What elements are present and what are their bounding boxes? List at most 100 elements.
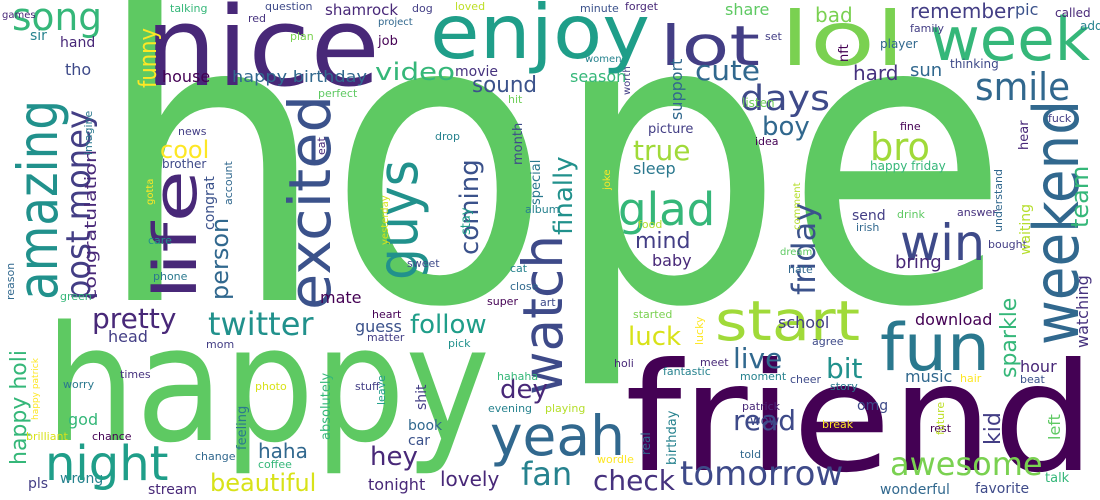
word: tonight [368, 475, 425, 494]
word: beautiful [210, 469, 316, 497]
word: photo [255, 380, 287, 393]
word: family [910, 22, 944, 35]
word: account [222, 160, 235, 205]
word: holi [614, 357, 634, 370]
word: hand [60, 35, 95, 51]
word: close [510, 280, 539, 293]
word: fantastic [663, 365, 711, 378]
word: album [525, 203, 559, 216]
word: baby [652, 251, 692, 270]
word: fun [880, 311, 990, 386]
word: wonderful [880, 482, 950, 498]
word: week [930, 5, 1090, 75]
word: happy birthday [232, 67, 367, 86]
word: gotta [145, 179, 156, 205]
word: leave [375, 375, 388, 405]
word: true [633, 134, 690, 167]
word: hour [1020, 357, 1057, 376]
word: wow [750, 414, 780, 429]
word: care [148, 234, 172, 247]
word: haha [258, 439, 308, 463]
word: win [900, 214, 985, 272]
word: evening [488, 402, 532, 415]
word: talking [170, 2, 208, 15]
word: told [740, 448, 761, 461]
word: amazing [6, 100, 70, 300]
word: friend [625, 332, 1095, 500]
word: remember [910, 0, 1015, 23]
word: pick [448, 337, 471, 350]
word: lovely [440, 467, 499, 491]
word: hair [960, 372, 982, 385]
word: feeling [235, 406, 250, 450]
word: song [12, 0, 102, 39]
word: guess [355, 317, 402, 336]
word: guys [366, 160, 430, 280]
word: green [60, 290, 92, 303]
word: comment [792, 182, 803, 230]
word: loved [455, 0, 485, 13]
word: birthday [665, 410, 680, 465]
word: pls [28, 476, 48, 492]
word: sweet [407, 257, 440, 270]
word: matter [367, 331, 405, 344]
word: games [2, 10, 36, 21]
word: idea [755, 135, 779, 148]
word: congratulation [81, 150, 100, 300]
word: mom [206, 338, 234, 351]
word: forget [625, 0, 659, 13]
word: favorite [975, 481, 1029, 497]
word: house [162, 67, 210, 86]
word: start [715, 289, 860, 353]
word: school [778, 313, 829, 332]
word: stream [148, 482, 197, 498]
word: hey [370, 442, 418, 472]
word: minute [580, 2, 619, 15]
word: bought [988, 238, 1028, 251]
word: yeah [490, 404, 625, 468]
word: left [1045, 414, 1064, 440]
word: car [408, 433, 430, 449]
word: add [1080, 19, 1100, 33]
word: sparkle [997, 298, 1022, 378]
word: weekend [1020, 100, 1093, 345]
word: worry [63, 378, 95, 391]
word: check [593, 464, 676, 497]
word: pretty [92, 302, 176, 335]
word: stuff [355, 380, 380, 393]
word: life [141, 170, 211, 300]
word: hard [853, 61, 899, 85]
word: happy friday [870, 159, 946, 173]
word: dey [500, 375, 548, 405]
word: beat [1020, 373, 1045, 386]
word: video [375, 58, 455, 86]
word: bring [895, 252, 942, 273]
word: rest [930, 422, 952, 435]
word: god [68, 410, 98, 429]
word: chance [92, 430, 132, 443]
word: shamrock [325, 1, 398, 19]
word: sound [472, 73, 537, 98]
word: lot [660, 14, 760, 78]
word: red [248, 12, 266, 25]
word: fuck [1048, 112, 1072, 125]
word: congrat [202, 176, 218, 230]
word: picture [648, 122, 693, 137]
word: thinking [950, 57, 999, 71]
word: support [667, 59, 686, 120]
word: luck [628, 322, 681, 352]
word: news [178, 125, 207, 138]
word: tomorrow [680, 454, 843, 494]
word: read [733, 404, 796, 437]
word: yesterday [380, 195, 391, 245]
word: nice [145, 0, 380, 111]
word: live [733, 342, 782, 375]
word: stay [459, 207, 474, 235]
word: food [638, 218, 662, 231]
word: set [765, 30, 782, 43]
word: waiting [1018, 204, 1034, 255]
word: eat [315, 136, 328, 155]
word: super [487, 295, 518, 308]
word: happy [45, 291, 490, 478]
